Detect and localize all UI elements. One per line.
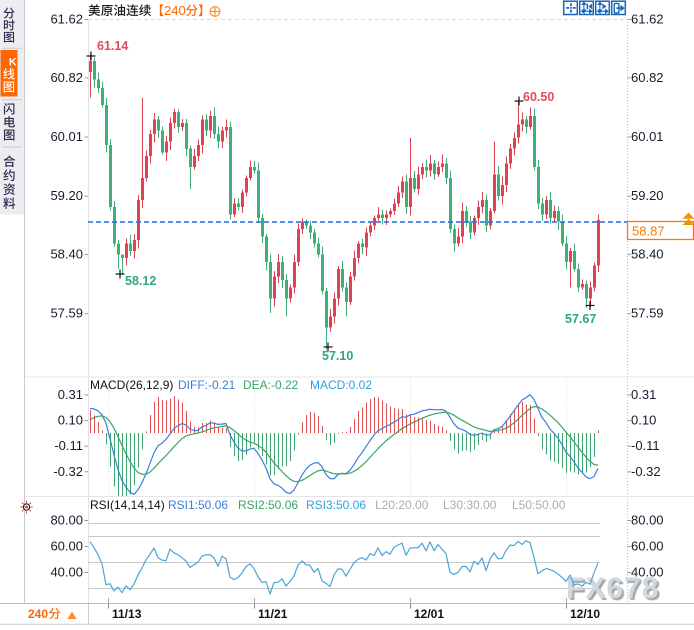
svg-text:59.20: 59.20 (631, 188, 664, 203)
svg-text:FX678: FX678 (566, 572, 659, 605)
svg-text:12/01: 12/01 (414, 607, 444, 621)
svg-text:-0.11: -0.11 (631, 438, 660, 453)
svg-text:L20:20.00: L20:20.00 (375, 498, 429, 512)
svg-text:60.01: 60.01 (631, 129, 664, 144)
svg-text:57.67: 57.67 (565, 312, 596, 326)
svg-text:RSI(14,14,14): RSI(14,14,14) (90, 498, 165, 512)
svg-text:DIFF:-0.21: DIFF:-0.21 (178, 378, 236, 392)
svg-text:L50:50.00: L50:50.00 (512, 498, 566, 512)
svg-text:-0.11: -0.11 (54, 438, 83, 453)
svg-text:RSI1:50.06: RSI1:50.06 (168, 498, 228, 512)
svg-text:61.62: 61.62 (631, 12, 664, 27)
svg-text:60.00: 60.00 (631, 539, 664, 554)
svg-text:58.40: 58.40 (631, 247, 664, 262)
svg-text:MACD(26,12,9): MACD(26,12,9) (90, 378, 173, 392)
svg-text:60.00: 60.00 (50, 539, 83, 554)
svg-text:80.00: 80.00 (631, 513, 664, 528)
svg-text:K: K (9, 57, 17, 69)
svg-text:57.59: 57.59 (50, 306, 83, 321)
svg-text:57.59: 57.59 (631, 306, 664, 321)
svg-text:60.82: 60.82 (631, 70, 664, 85)
svg-text:60.82: 60.82 (50, 70, 83, 85)
svg-text:0.10: 0.10 (631, 413, 656, 428)
svg-text:-0.32: -0.32 (631, 464, 661, 479)
svg-text:40.00: 40.00 (50, 565, 83, 580)
svg-text:60.01: 60.01 (50, 129, 83, 144)
svg-text:60.50: 60.50 (523, 90, 554, 104)
svg-text:12/10: 12/10 (570, 607, 600, 621)
svg-text:58.40: 58.40 (50, 247, 83, 262)
svg-text:0.31: 0.31 (631, 387, 656, 402)
svg-text:61.14: 61.14 (97, 39, 128, 53)
svg-text:61.62: 61.62 (50, 12, 83, 27)
svg-text:0.31: 0.31 (58, 387, 83, 402)
svg-text:240: 240 (28, 607, 48, 621)
svg-text:58.87: 58.87 (632, 224, 665, 239)
svg-text:80.00: 80.00 (50, 513, 83, 528)
svg-text:RSI3:50.06: RSI3:50.06 (306, 498, 366, 512)
svg-text:11/21: 11/21 (258, 607, 288, 621)
svg-text:MACD:0.02: MACD:0.02 (310, 378, 372, 392)
svg-text:DEA:-0.22: DEA:-0.22 (243, 378, 299, 392)
svg-text:-0.32: -0.32 (53, 464, 83, 479)
svg-text:0.10: 0.10 (58, 413, 83, 428)
svg-text:11/13: 11/13 (112, 607, 142, 621)
svg-text:58.12: 58.12 (125, 274, 156, 288)
svg-text:RSI2:50.06: RSI2:50.06 (238, 498, 298, 512)
svg-text:240: 240 (164, 3, 186, 18)
svg-text:57.10: 57.10 (322, 349, 353, 363)
svg-text:L30:30.00: L30:30.00 (443, 498, 497, 512)
svg-text:59.20: 59.20 (50, 188, 83, 203)
